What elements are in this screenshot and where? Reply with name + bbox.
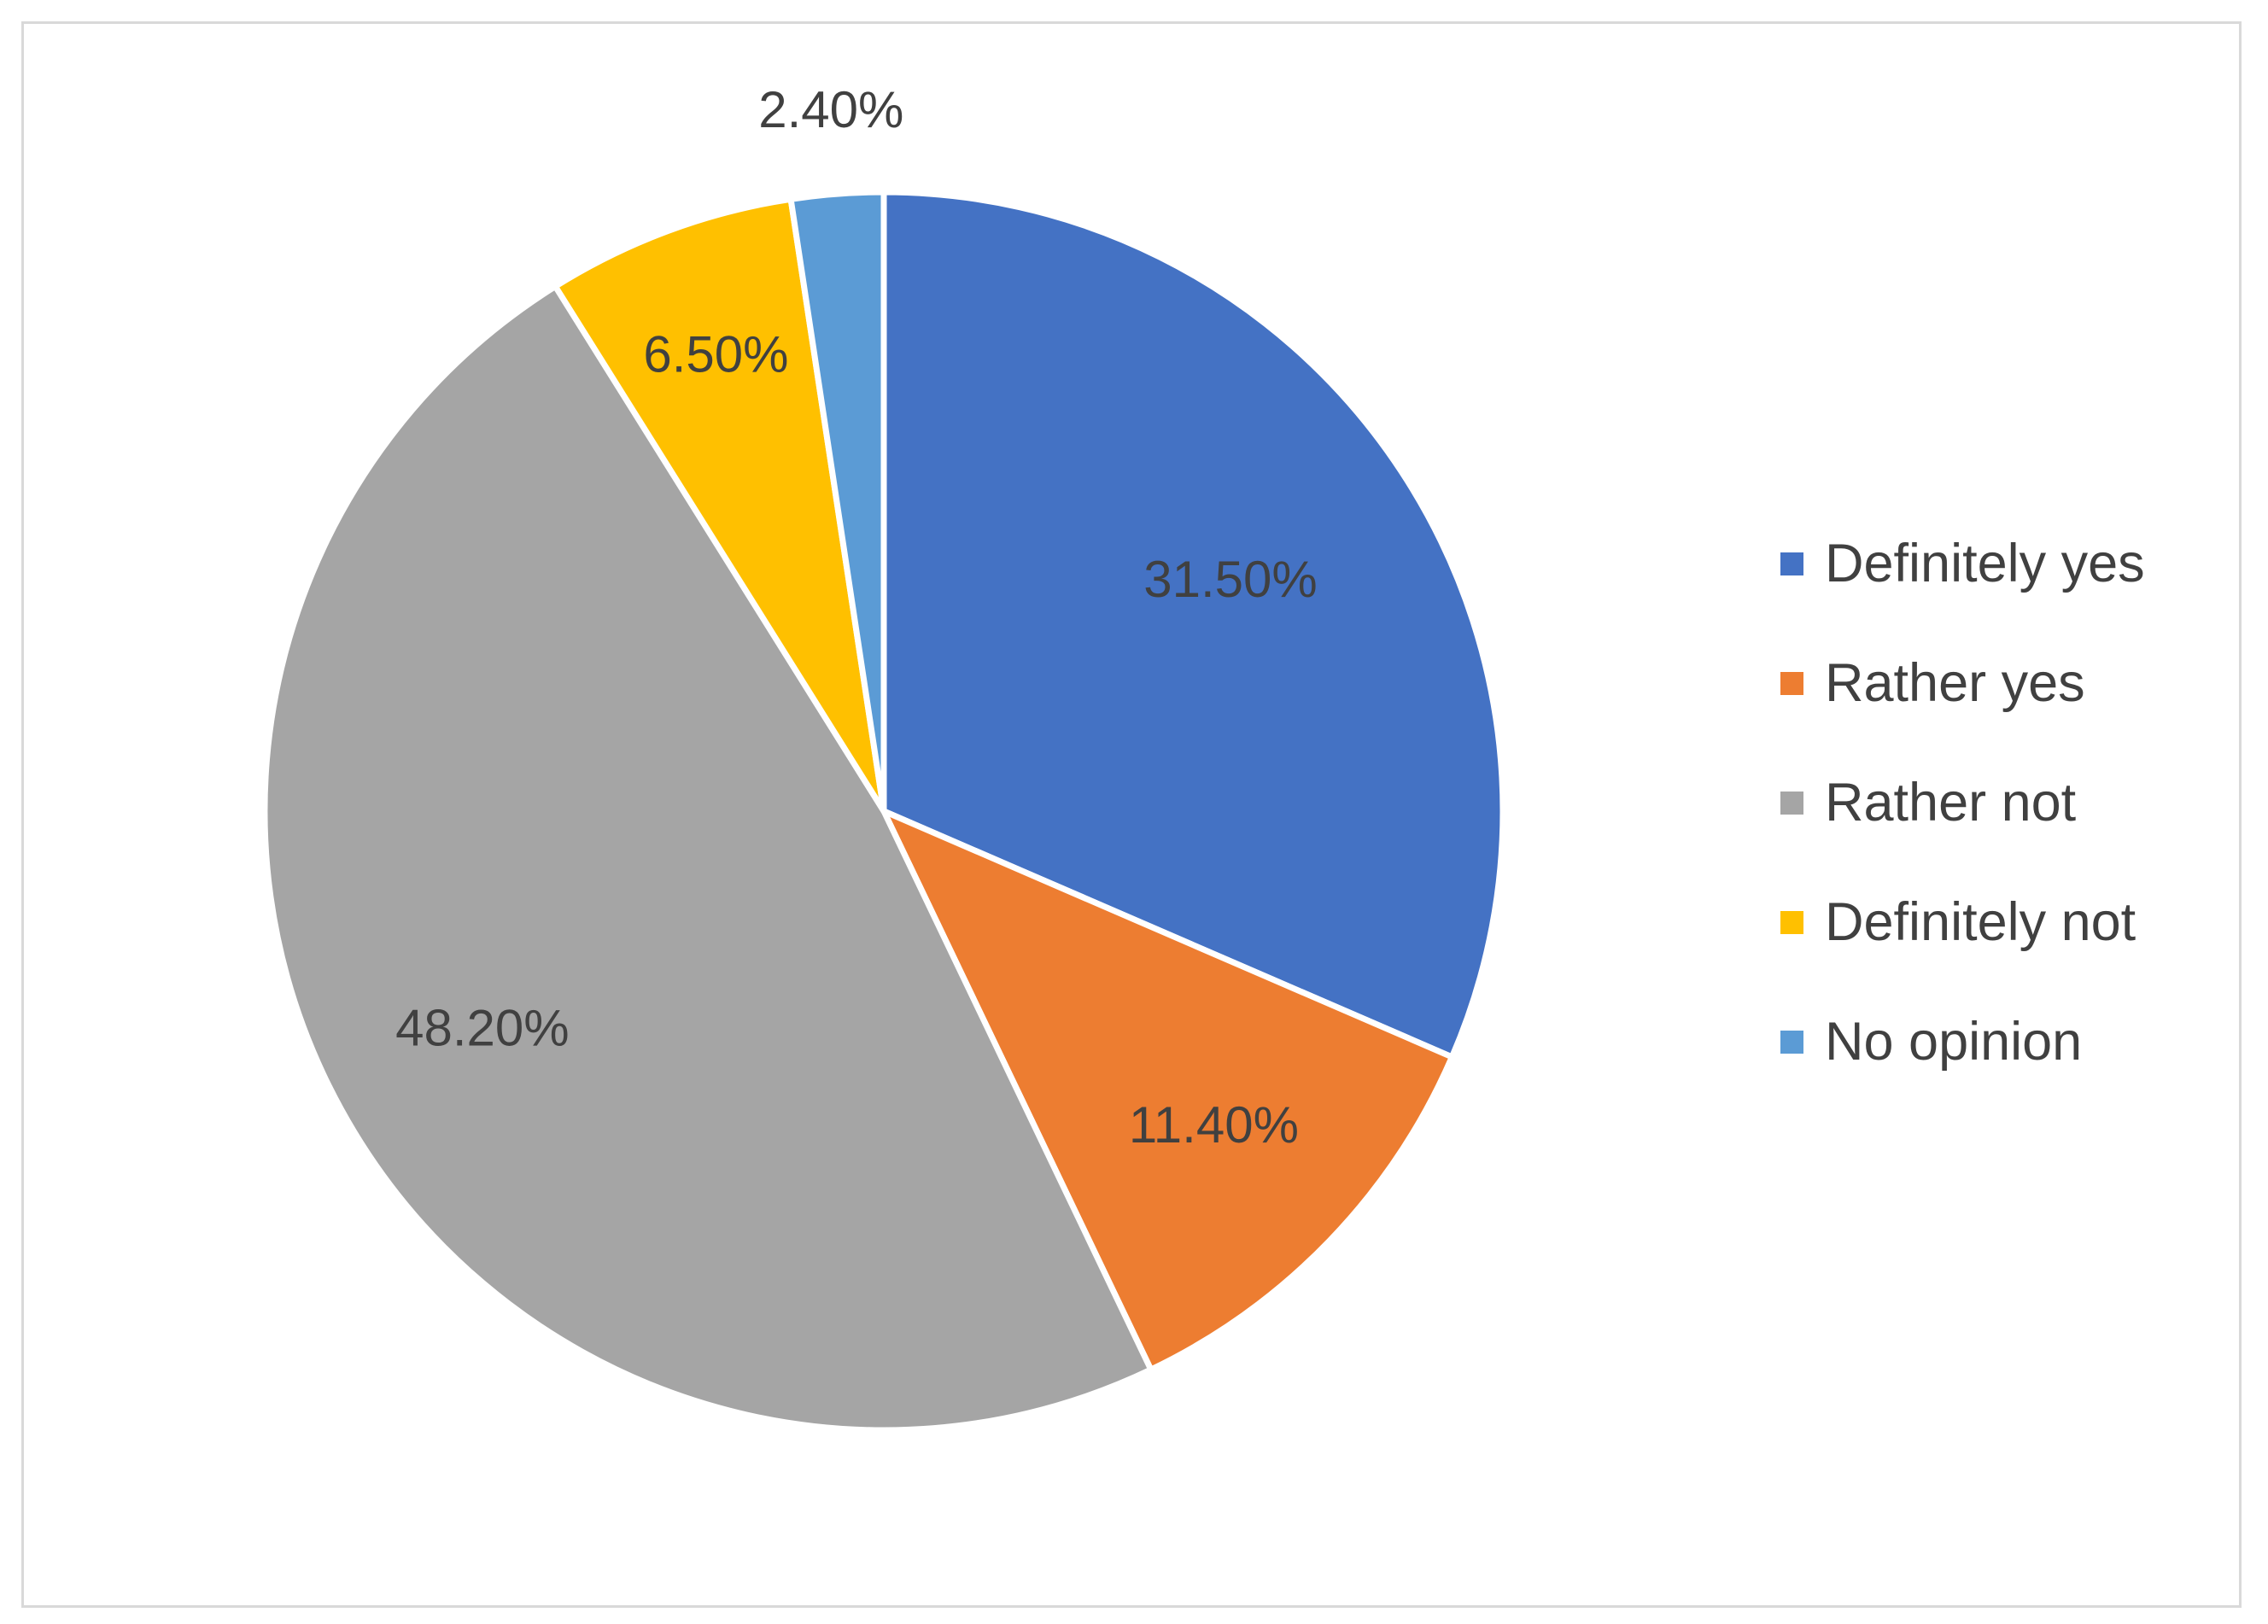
pie-slices — [261, 189, 1506, 1434]
data-labels: 31.50% 11.40% 48.20% 6.50% 2.40% — [395, 81, 1318, 1154]
legend-swatch — [1780, 552, 1803, 575]
pie-slice-rather-yes — [880, 808, 1455, 1373]
legend-swatch — [1780, 1030, 1803, 1054]
legend-item-definitely-not: Definitely not — [1780, 892, 2242, 952]
legend-swatch — [1780, 671, 1803, 695]
legend-label: Rather yes — [1825, 653, 2085, 713]
pie-slice-no-opinion — [787, 189, 887, 815]
data-label-definitely-not: 6.50% — [643, 326, 788, 383]
legend: Definitely yes Rather yes Rather not Defini… — [1780, 534, 2242, 1072]
legend-swatch — [1780, 910, 1803, 934]
pie-slice-definitely-yes — [880, 189, 1506, 1060]
pie-slice-rather-not — [261, 283, 1154, 1434]
data-label-rather-not: 48.20% — [395, 999, 570, 1056]
data-label-definitely-yes: 31.50% — [1143, 551, 1318, 608]
legend-label: Rather not — [1825, 773, 2077, 832]
legend-item-rather-not: Rather not — [1780, 773, 2242, 832]
legend-item-no-opinion: No opinion — [1780, 1012, 2242, 1072]
legend-item-definitely-yes: Definitely yes — [1780, 534, 2242, 593]
legend-label: Definitely yes — [1825, 534, 2145, 593]
legend-label: No opinion — [1825, 1012, 2083, 1072]
data-label-rather-yes: 11.40% — [1129, 1096, 1299, 1154]
legend-label: Definitely not — [1825, 892, 2136, 952]
legend-item-rather-yes: Rather yes — [1780, 653, 2242, 713]
data-label-no-opinion: 2.40% — [758, 81, 903, 138]
legend-swatch — [1780, 791, 1803, 815]
pie-slice-definitely-not — [552, 196, 887, 815]
